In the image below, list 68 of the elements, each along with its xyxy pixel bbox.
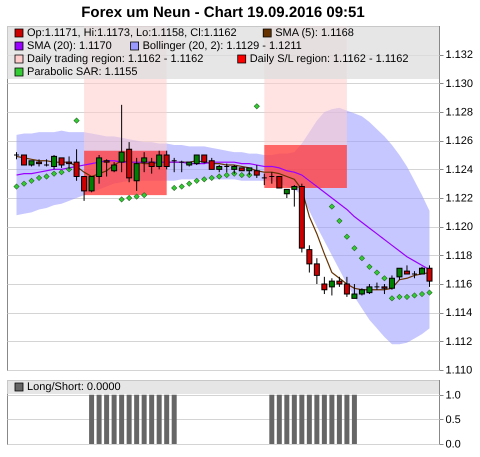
point <box>28 178 34 184</box>
point <box>58 169 65 176</box>
point <box>238 172 245 178</box>
point <box>74 118 80 124</box>
y-tick-label: 1.132 <box>446 49 474 62</box>
legend-label: Long/Short: 0.0000 <box>27 381 121 393</box>
point <box>141 192 148 198</box>
point <box>201 176 208 182</box>
point <box>178 184 185 190</box>
point <box>426 290 432 296</box>
point <box>389 295 395 302</box>
y-tick-label: 1.114 <box>446 307 472 320</box>
candlestick <box>14 152 20 160</box>
point <box>344 234 350 240</box>
y-tick-label: 1.0 <box>446 389 461 402</box>
point <box>254 103 260 110</box>
y-tick-label: 1.130 <box>446 78 474 90</box>
point <box>412 292 418 298</box>
point <box>208 174 215 181</box>
y-tick-label: 1.124 <box>446 164 474 176</box>
point <box>358 255 365 262</box>
y-tick-label: 1.112 <box>446 336 472 348</box>
candlestick <box>261 173 268 186</box>
y-tick-label: 1.120 <box>446 221 474 234</box>
candlestick <box>268 172 275 184</box>
y-tick-label: 1.110 <box>446 364 472 376</box>
candlestick <box>276 176 282 188</box>
point <box>118 196 125 202</box>
legend-label: Bollinger (20, 2): 1.1129 - 1.1211 <box>142 40 302 52</box>
y-tick-label: 1.116 <box>446 278 472 290</box>
y-tick-label: 1.126 <box>446 135 474 148</box>
point <box>134 194 140 200</box>
y-tick-label: 1.122 <box>446 192 474 204</box>
point <box>374 270 380 276</box>
legend-label: SMA (20): 1.1170 <box>27 40 112 52</box>
legend-label: Daily S/L region: 1.1162 - 1.1162 <box>250 53 408 65</box>
legend-label: SMA (5): 1.1168 <box>275 27 354 39</box>
candlestick <box>178 160 185 173</box>
point <box>194 178 200 184</box>
point <box>36 174 42 181</box>
point <box>381 275 388 282</box>
y-tick-label: 1.118 <box>446 250 472 262</box>
point <box>351 245 358 252</box>
candlestick <box>171 157 178 173</box>
point <box>51 170 57 177</box>
point <box>336 218 342 224</box>
legend-label: Op:1.1171, Hi:1.1173, Lo:1.1158, Cl:1.1162 <box>27 27 237 39</box>
point <box>404 294 410 300</box>
y-tick-label: 0.0 <box>446 438 461 450</box>
point <box>21 180 27 187</box>
candlestick <box>111 162 118 173</box>
point <box>366 264 372 270</box>
legend-label: Daily trading region: 1.1162 - 1.1162 <box>27 53 204 65</box>
point <box>171 185 178 191</box>
point <box>126 195 132 201</box>
point <box>396 294 402 300</box>
legend-label: Parabolic SAR: 1.1155 <box>27 66 138 78</box>
point <box>224 172 230 178</box>
point <box>14 184 20 190</box>
point <box>216 174 222 180</box>
candlestick <box>411 270 418 279</box>
point <box>328 204 335 210</box>
point <box>44 174 50 180</box>
point <box>419 291 425 297</box>
point <box>186 180 192 187</box>
chart-title: Forex um Neun - Chart 19.09.2016 09:51 <box>81 4 365 21</box>
y-tick-label: 1.128 <box>446 106 474 118</box>
y-tick-label: 0.5 <box>446 414 461 426</box>
